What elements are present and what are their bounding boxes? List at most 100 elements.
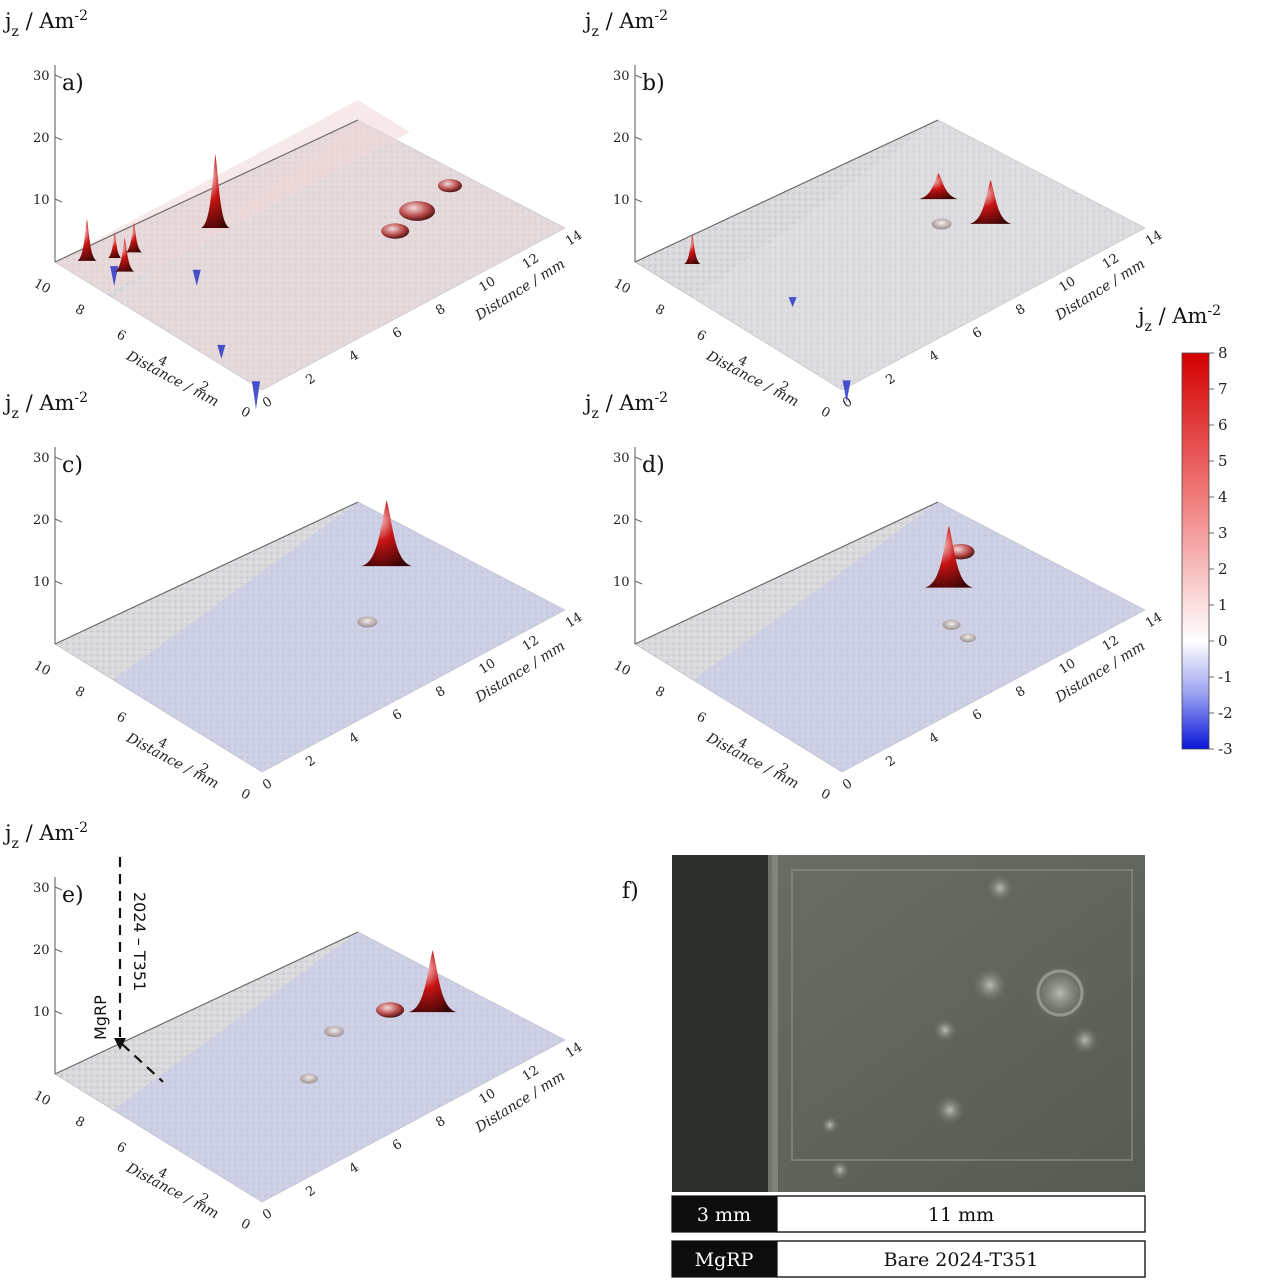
scale-right-text: 11 mm [928, 1204, 994, 1226]
x-tick-label: 8 [1013, 302, 1028, 319]
y-tick-label: 8 [73, 302, 87, 319]
x-tick-label: 8 [1013, 684, 1028, 701]
z-tick-label: 20 [33, 131, 50, 146]
y-axis-label: Distance / mm [123, 730, 222, 793]
colorbar-tick-label: 7 [1218, 380, 1228, 398]
scan-area-outline [791, 869, 1133, 1161]
x-tick-label: 10 [477, 274, 499, 295]
colorbar: jz / Am-2 8 7 6 5 4 3 2 1 0 -1 -2 -3 [1135, 303, 1233, 758]
anodic-bump [376, 1002, 405, 1018]
anodic-peak [77, 218, 97, 261]
mgrp-strip [672, 855, 772, 1192]
x-tick-label: 12 [1100, 633, 1122, 654]
panel-a-zlabel: jz / Am-2 [2, 8, 88, 40]
x-tick-label: 14 [563, 610, 585, 631]
x-tick-label: 0 [840, 394, 855, 411]
y-tick-label: 0 [818, 786, 832, 803]
region-right-text: Bare 2024-T351 [884, 1249, 1039, 1271]
x-tick-label: 6 [390, 707, 405, 724]
x-tick-label: 6 [970, 707, 985, 724]
colorbar-tick-label: -1 [1218, 668, 1233, 686]
anodic-peak [684, 234, 701, 265]
substrate-region [692, 120, 1145, 390]
cathodic-pit [842, 380, 851, 403]
x-tick-label: 12 [520, 1063, 542, 1084]
y-tick-label: 6 [114, 327, 128, 344]
anodic-peak [919, 173, 958, 200]
y-tick-label: 6 [694, 709, 708, 726]
mgrp-region [55, 100, 410, 294]
substrate-region [112, 932, 566, 1202]
back-axis [54, 931, 359, 1075]
z-tick-label: 10 [613, 193, 630, 208]
anodic-peak [361, 500, 413, 567]
colorbar-tick-label: -3 [1218, 740, 1233, 758]
colorbar-label: jz / Am-2 [1135, 303, 1221, 335]
x-tick-label: 0 [260, 394, 275, 411]
corrosion-spot [1071, 1026, 1099, 1054]
colorbar-scale [1181, 352, 1210, 750]
x-tick-label: 14 [1143, 228, 1165, 249]
substrate-region [692, 502, 1145, 772]
panel-d-label: d) [642, 453, 665, 478]
x-tick-label: 2 [303, 1183, 318, 1200]
anodic-peak [115, 237, 135, 272]
x-tick-label: 4 [347, 348, 362, 365]
anodic-peak [125, 222, 142, 253]
panel-c-zlabel: jz / Am-2 [2, 390, 88, 422]
x-tick-label: 2 [883, 753, 898, 770]
back-axis [634, 501, 939, 645]
x-tick-label: 6 [970, 325, 985, 342]
anodic-bump [931, 218, 952, 230]
panel-d: jz / Am-2302010024681012141086420Distanc… [582, 390, 1165, 803]
z-tick-label: 30 [33, 451, 50, 466]
x-tick-label: 10 [1057, 274, 1079, 295]
panel-e-zlabel: jz / Am-2 [2, 820, 88, 852]
y-tick-label: 6 [114, 709, 128, 726]
z-tick-label: 30 [33, 881, 50, 896]
x-tick-label: 14 [563, 228, 585, 249]
anodic-bump [324, 1026, 345, 1038]
x-tick-label: 4 [347, 1160, 362, 1177]
anodic-peak [108, 231, 122, 258]
corrosion-spot [935, 1095, 965, 1125]
panel-f-photo: f) 3 mm 11 mm MgRP Bare 2024-T351 [622, 855, 1146, 1278]
x-tick-label: 6 [390, 325, 405, 342]
x-tick-label: 8 [433, 684, 448, 701]
corrosion-spot [821, 1116, 839, 1134]
x-tick-label: 4 [347, 730, 362, 747]
y-tick-label: 10 [31, 1088, 53, 1109]
z-tick-label: 20 [33, 943, 50, 958]
y-tick-label: 0 [238, 786, 252, 803]
y-tick-label: 8 [653, 684, 667, 701]
panel-e: jz / Am-2302010024681012141086420Distanc… [2, 820, 585, 1233]
panel-e-label: e) [62, 883, 84, 908]
colorbar-tick-label: 3 [1218, 524, 1228, 542]
z-tick-label: 30 [613, 69, 630, 84]
panel-a-label: a) [62, 71, 84, 96]
corrosion-spot [830, 1160, 850, 1180]
cathodic-pit [788, 297, 797, 308]
x-tick-label: 10 [1057, 656, 1079, 677]
z-tick-label: 10 [33, 575, 50, 590]
x-tick-label: 14 [563, 1040, 585, 1061]
corrosion-spot [986, 874, 1014, 902]
y-tick-label: 10 [31, 658, 53, 679]
cathodic-pit [192, 269, 201, 286]
back-axis [634, 119, 939, 263]
x-tick-label: 0 [260, 1206, 275, 1223]
y-tick-label: 10 [31, 276, 53, 297]
anodic-bump [399, 201, 436, 221]
back-axis [54, 119, 359, 263]
x-tick-label: 0 [840, 776, 855, 793]
scale-left-text: 3 mm [697, 1204, 751, 1226]
y-tick-label: 0 [238, 1216, 252, 1233]
x-tick-label: 0 [260, 776, 275, 793]
x-tick-label: 8 [433, 1114, 448, 1131]
x-tick-label: 2 [303, 753, 318, 770]
z-tick-label: 10 [33, 193, 50, 208]
anodic-peak [201, 153, 230, 228]
y-tick-label: 8 [73, 1114, 87, 1131]
corrosion-spot [933, 1018, 957, 1042]
panel-c-label: c) [62, 453, 83, 478]
